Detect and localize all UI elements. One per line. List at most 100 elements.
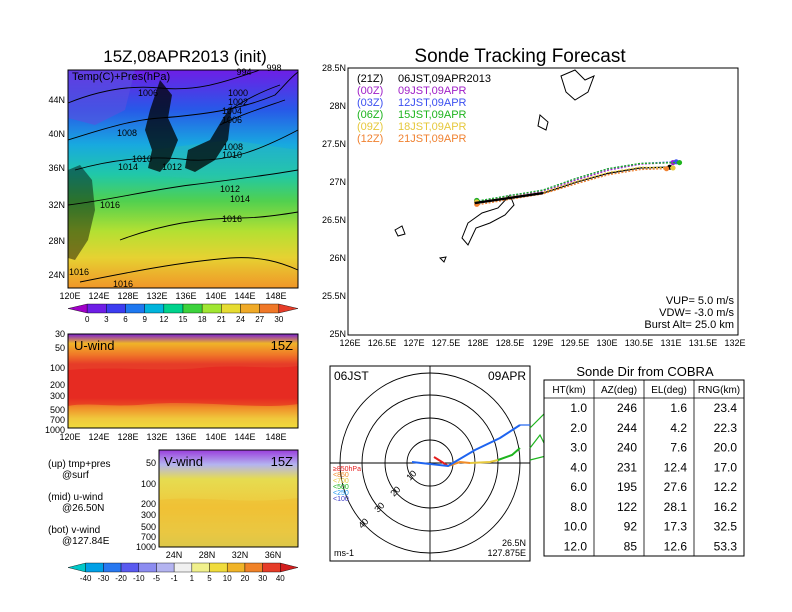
note-line: (up) tmp+pres [48,459,111,470]
hodograph [411,424,521,468]
colorbar-swatch [240,303,260,314]
colorbar-swatch [262,562,281,573]
colorbar-label: 5 [207,574,212,583]
track-panel: 28.5N 28N 27.5N 27N 26.5N 26N 25.5N 25N … [322,63,746,348]
polar-lat: 26.5N [502,538,526,548]
sonde-table: Sonde Dir from COBRA HT(km) AZ(deg) EL(deg… [543,364,745,557]
colorbar-swatch [209,562,228,573]
lat-tick: 32N [48,200,65,210]
y-tick: 30 [55,329,65,339]
wind-colorbar: -40 -30 -20 -10 -5 -1 1 5 10 20 30 40 [67,562,299,583]
level-legend-item: <850 [333,472,349,479]
isobar-label: 1016 [113,279,133,289]
uwind-y-ticks: 30 50 100 200 300 500 700 1000 [45,329,65,435]
colorbar-label: 1 [190,574,195,583]
table-cell: 92 [624,520,638,534]
level-legend: ≥850hPa<850<700<500<250<100 [333,466,361,503]
colorbar-swatch [259,303,280,314]
table-cell: 32.5 [714,520,738,534]
level-legend-item: <100 [333,496,349,503]
jet-core [68,366,298,406]
lon-tick: 128.5E [496,338,525,348]
y-tick: 50 [146,458,156,468]
table-cell: 12.4 [664,460,688,474]
colorbar-label: 27 [255,315,264,324]
track-lat-ticks: 28.5N 28N 27.5N 27N 26.5N 26N 25.5N 25N [322,63,346,339]
lon-tick: 148E [265,291,286,301]
table-cell: 22.3 [714,421,738,435]
colorbar-swatch [227,562,246,573]
legend-entry-time: 06JST,09APR2013 [398,73,491,85]
param-vdw: VDW= -3.0 m/s [659,307,734,319]
table-cell: 28.1 [664,500,688,514]
legend-entry-zulu: (06Z) [357,109,383,121]
y-tick: 500 [141,522,156,532]
lat-tick: 27N [329,177,346,187]
table-cell: 16.2 [714,500,738,514]
lon-tick: 129E [532,338,553,348]
isobar-label: 1012 [162,162,182,172]
isobar-label: 994 [236,67,251,77]
lon-tick: 130.5E [625,338,654,348]
table-cell: 240 [617,441,637,455]
colorbar-swatch [278,303,299,314]
table-cell: 10.0 [564,520,588,534]
track-endpoint [663,166,670,172]
vwind-label: V-wind [164,454,203,469]
colorbar-label: 9 [142,315,147,324]
track-endpoint [676,159,683,166]
x-tick: 36N [265,550,282,560]
lat-tick: 36N [48,163,65,173]
map-lon-ticks: 120E 124E 128E 132E 136E 140E 144E 148E [59,291,286,301]
lat-tick: 28N [329,101,346,111]
colorbar-label: 24 [236,315,245,324]
colorbar-swatch [182,303,203,314]
colorbar-label: -1 [171,574,179,583]
table-cell: 85 [624,539,638,553]
lon-tick: 131E [660,338,681,348]
isobar-label: 1010 [132,154,152,164]
lon-tick: 128E [467,338,488,348]
isobar-label: 1006 [138,88,158,98]
colorbar-swatch [67,562,86,573]
legend-entry-time: 21JST,09APR [398,133,467,145]
right-title: Sonde Tracking Forecast [414,46,626,67]
isobar-label: 1014 [230,194,250,204]
table-cell: 4.2 [670,421,687,435]
track-series [474,159,683,207]
legend-entry-zulu: (21Z) [357,73,383,85]
table-cell: 17.3 [664,520,688,534]
table-header-cell: HT(km) [552,385,585,396]
table-cell: 12.6 [664,539,688,553]
lon-tick: 126E [339,338,360,348]
isobar-label: 998 [266,63,281,73]
colorbar-swatch [106,303,126,314]
polar-lon: 127.875E [487,548,526,558]
colorbar-label: 18 [198,315,207,324]
vwind-frame [158,449,299,548]
map-overlay-label: Temp(C)+Pres(hPa) [72,71,170,83]
temperature-colorbar: 0 3 6 9 12 15 18 21 24 27 30 [67,303,299,324]
polar-units: ms-1 [334,548,354,558]
lon-tick: 132E [724,338,745,348]
track-lon-ticks: 126E 126.5E 127E 127.5E 128E 128.5E 129E… [339,338,745,348]
mid-band [150,140,298,180]
track-line [474,161,680,203]
cold-region [68,70,135,125]
table-cell: 3.0 [570,441,587,455]
table-cell: 7.6 [670,441,687,455]
y-tick: 200 [50,380,65,390]
colorbar-label: 30 [258,574,267,583]
table-cell: 23.4 [714,401,738,415]
lon-tick: 136E [175,291,196,301]
lon-tick: 130E [596,338,617,348]
colorbar-label: 0 [85,315,90,324]
table-cell: 8.0 [570,500,587,514]
colorbar-label: -10 [133,574,145,583]
track-line [474,168,667,206]
isobar-label: 1008 [223,142,243,152]
level-legend-item: <700 [333,478,349,485]
y-tick: 1000 [136,542,156,552]
colorbar-label: 21 [217,315,226,324]
